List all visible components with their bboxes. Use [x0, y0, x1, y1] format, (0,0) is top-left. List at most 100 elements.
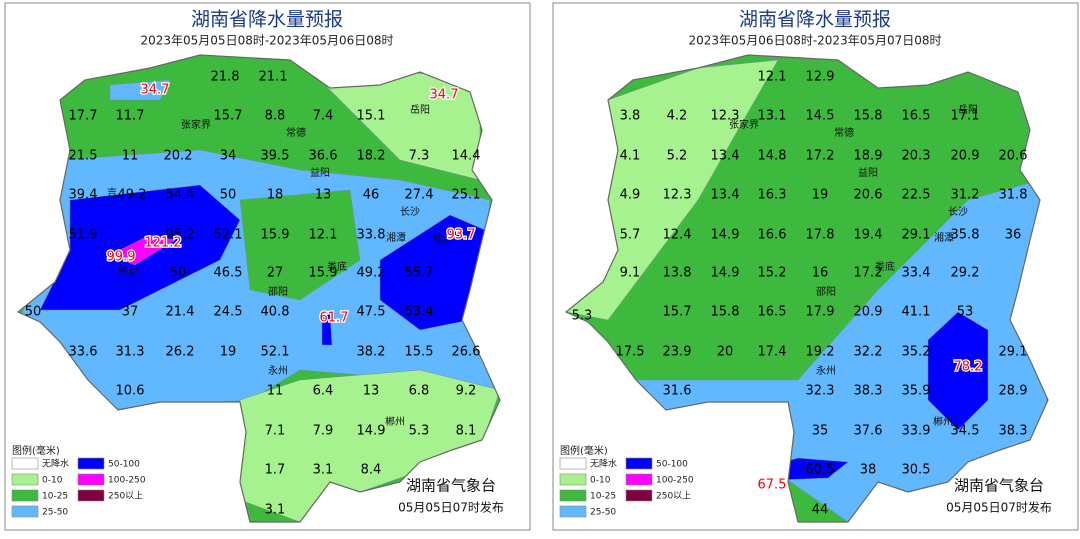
- legend-label: 25-50: [42, 508, 68, 518]
- rain-value: 32.2: [854, 345, 883, 360]
- city-label: 益阳: [858, 166, 878, 179]
- legend-label: 250以上: [108, 491, 143, 502]
- rain-value: 30.5: [902, 463, 931, 478]
- rain-value: 15.7: [663, 305, 692, 320]
- legend-swatch: [11, 489, 39, 502]
- city-label: 娄底: [327, 260, 347, 273]
- legend-swatch: [559, 489, 587, 502]
- rain-value: 3.1: [313, 463, 334, 478]
- rain-value: 3.8: [620, 109, 641, 124]
- rain-value: 20.6: [999, 149, 1028, 164]
- city-label: 株洲: [433, 233, 453, 246]
- rain-value: 5.7: [620, 228, 641, 243]
- city-label: 常德: [834, 126, 854, 139]
- rain-value: 13: [363, 384, 380, 399]
- rain-value: 8.8: [265, 109, 286, 124]
- rain-value: 17.4: [758, 345, 787, 360]
- rain-value: 5.2: [667, 149, 688, 164]
- rain-value: 11.7: [116, 109, 145, 124]
- legend-swatch: [77, 473, 105, 486]
- rain-value: 12.1: [758, 70, 787, 85]
- legend-label: 无降水: [590, 458, 617, 470]
- legend-label: 0-10: [590, 476, 611, 486]
- rain-value: 4.9: [620, 188, 641, 203]
- rain-value: 16.6: [758, 228, 787, 243]
- rain-value: 5.3: [409, 424, 430, 439]
- rain-value: 20.9: [854, 305, 883, 320]
- rain-value: 36: [1005, 228, 1022, 243]
- rain-value: 20.2: [164, 149, 193, 164]
- rain-value: 33.9: [902, 424, 931, 439]
- legend-swatch: [559, 457, 587, 470]
- rain-value: 39.5: [261, 149, 290, 164]
- legend-swatch: [625, 473, 653, 486]
- rain-value: 21.4: [166, 305, 195, 320]
- rain-value: 12.4: [663, 228, 692, 243]
- rain-value: 50: [220, 188, 237, 203]
- rain-max-value: 99.9: [107, 250, 136, 265]
- rain-value: 38.2: [357, 345, 386, 360]
- rain-value: 20: [717, 345, 734, 360]
- legend-label: 100-250: [108, 476, 146, 486]
- rain-value: 35: [812, 424, 829, 439]
- province-border: [16, 54, 501, 523]
- rain-value: 15.9: [309, 266, 338, 281]
- city-label: 常德: [286, 126, 306, 139]
- rain-value: 20.3: [902, 149, 931, 164]
- rain-area: [109, 79, 171, 101]
- rain-value: 35.2: [902, 345, 931, 360]
- rain-value: 31.3: [116, 345, 145, 360]
- map-subtitle: 2023年05月05日08时-2023年05月06日08时: [140, 34, 393, 48]
- rain-value: 9.2: [456, 384, 477, 399]
- rain-value: 19: [812, 188, 829, 203]
- rain-value: 14.4: [452, 149, 481, 164]
- rain-value: 22.5: [902, 188, 931, 203]
- legend-swatch: [11, 457, 39, 470]
- rain-value: 14.8: [758, 149, 787, 164]
- rain-value: 38.3: [854, 384, 883, 399]
- rain-value: 38.3: [999, 424, 1028, 439]
- rain-value: 53.4: [405, 305, 434, 320]
- rain-value: 16.3: [758, 188, 787, 203]
- issue-time: 05月05日07时发布: [946, 500, 1052, 515]
- rain-value: 15.8: [854, 109, 883, 124]
- rain-value: 14.9: [357, 424, 386, 439]
- rain-value: 36.6: [309, 149, 338, 164]
- legend-swatch: [559, 505, 587, 518]
- rain-value: 14.9: [711, 266, 740, 281]
- rain-value: 33.4: [902, 266, 931, 281]
- rain-value: 38: [860, 463, 877, 478]
- rain-value: 23.9: [663, 345, 692, 360]
- rain-value: 15.1: [357, 109, 386, 124]
- rain-areas: [19, 59, 500, 522]
- legend-label: 10-25: [590, 492, 616, 502]
- issuer: 湖南省气象台: [954, 477, 1044, 495]
- rain-value: 52.1: [214, 228, 243, 243]
- rain-max-value: 61.7: [320, 311, 349, 326]
- rain-value: 17.1: [951, 109, 980, 124]
- rain-value: 11: [122, 149, 139, 164]
- rain-value: 26.6: [452, 345, 481, 360]
- legend-label: 50-100: [656, 460, 688, 470]
- rain-value: 55.7: [405, 266, 434, 281]
- rain-value: 3.1: [265, 503, 286, 518]
- rain-value: 13.4: [711, 188, 740, 203]
- rain-area: [109, 234, 176, 266]
- rain-value: 31.2: [951, 188, 980, 203]
- rain-value: 7.4: [313, 109, 334, 124]
- rain-value: 24.5: [214, 305, 243, 320]
- rain-value: 50: [170, 266, 187, 281]
- rain-value: 1.7: [265, 463, 286, 478]
- rain-value: 27.4: [405, 188, 434, 203]
- rain-value: 4.1: [620, 149, 641, 164]
- rain-area: [927, 311, 989, 431]
- city-label: 岳阳: [958, 104, 978, 116]
- rain-value: 16.5: [758, 305, 787, 320]
- rain-value: 19: [220, 345, 237, 360]
- rain-value: 53: [957, 305, 974, 320]
- rain-value: 31.6: [663, 384, 692, 399]
- rain-value: 16: [812, 266, 829, 281]
- city-label: 永州: [268, 364, 288, 377]
- rain-value: 95.2: [166, 228, 195, 243]
- rain-value: 15.9: [261, 228, 290, 243]
